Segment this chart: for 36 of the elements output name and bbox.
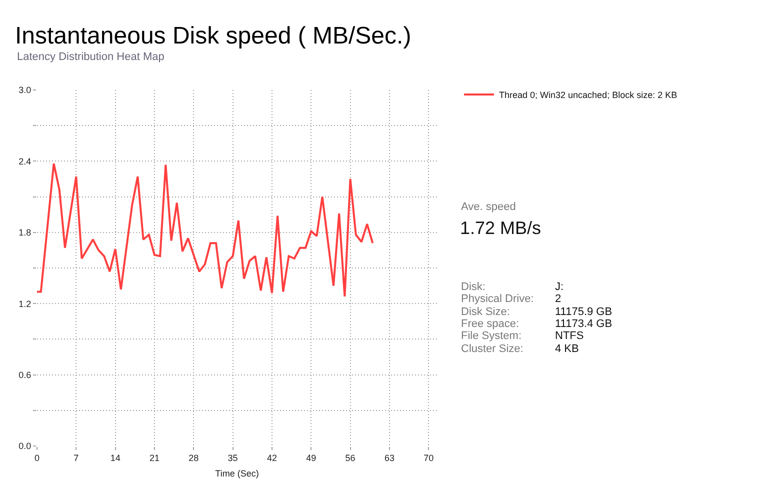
x-tick-label: 70	[424, 452, 434, 463]
text: Cluster Size:	[461, 343, 524, 355]
x-tick-label: 0	[34, 452, 40, 463]
x-axis-title: Time (Sec)	[215, 468, 259, 479]
text: NTFS	[555, 330, 584, 342]
x-tick-label: 56	[345, 452, 356, 463]
chart-title: Instantaneous Disk speed ( MB/Sec.)	[15, 22, 412, 50]
text: Ave. speed	[461, 201, 516, 213]
x-tick-label: 35	[228, 452, 238, 463]
text: 11175.9 GB	[555, 306, 612, 318]
text: 11173.4 GB	[555, 318, 612, 330]
text: Disk Size:	[461, 306, 510, 318]
text: Disk:	[461, 281, 486, 293]
text: 2	[555, 293, 562, 305]
y-tick-label: 0.6	[18, 370, 32, 380]
line-series	[37, 162, 374, 298]
text: Free space:	[461, 318, 520, 330]
y-tick-label: 1.8	[18, 228, 32, 238]
x-tick-label: 42	[266, 452, 277, 463]
y-tick-label: 3.0	[18, 85, 32, 96]
x-tick-label: 7	[74, 452, 79, 463]
x-tick-label: 28	[188, 452, 199, 463]
x-tick-label: 14	[110, 452, 120, 463]
y-tick-label: 1.2	[18, 298, 32, 309]
y-tick-label: 0.0	[18, 441, 32, 452]
y-tick-label: 2.4	[18, 156, 32, 166]
text: File System:	[461, 330, 522, 342]
x-tick-label: 21	[149, 452, 160, 463]
x-tick-label: 49	[306, 452, 316, 463]
text: 4 KB	[555, 343, 579, 355]
chart-subtitle: Latency Distribution Heat Map	[17, 51, 164, 63]
text: 1.72 MB/s	[460, 218, 542, 238]
text: J:	[555, 281, 564, 293]
text: Physical Drive:	[461, 293, 534, 305]
x-tick-label: 63	[384, 452, 394, 463]
legend-label: Thread 0; Win32 uncached; Block size: 2 KB	[499, 90, 678, 100]
